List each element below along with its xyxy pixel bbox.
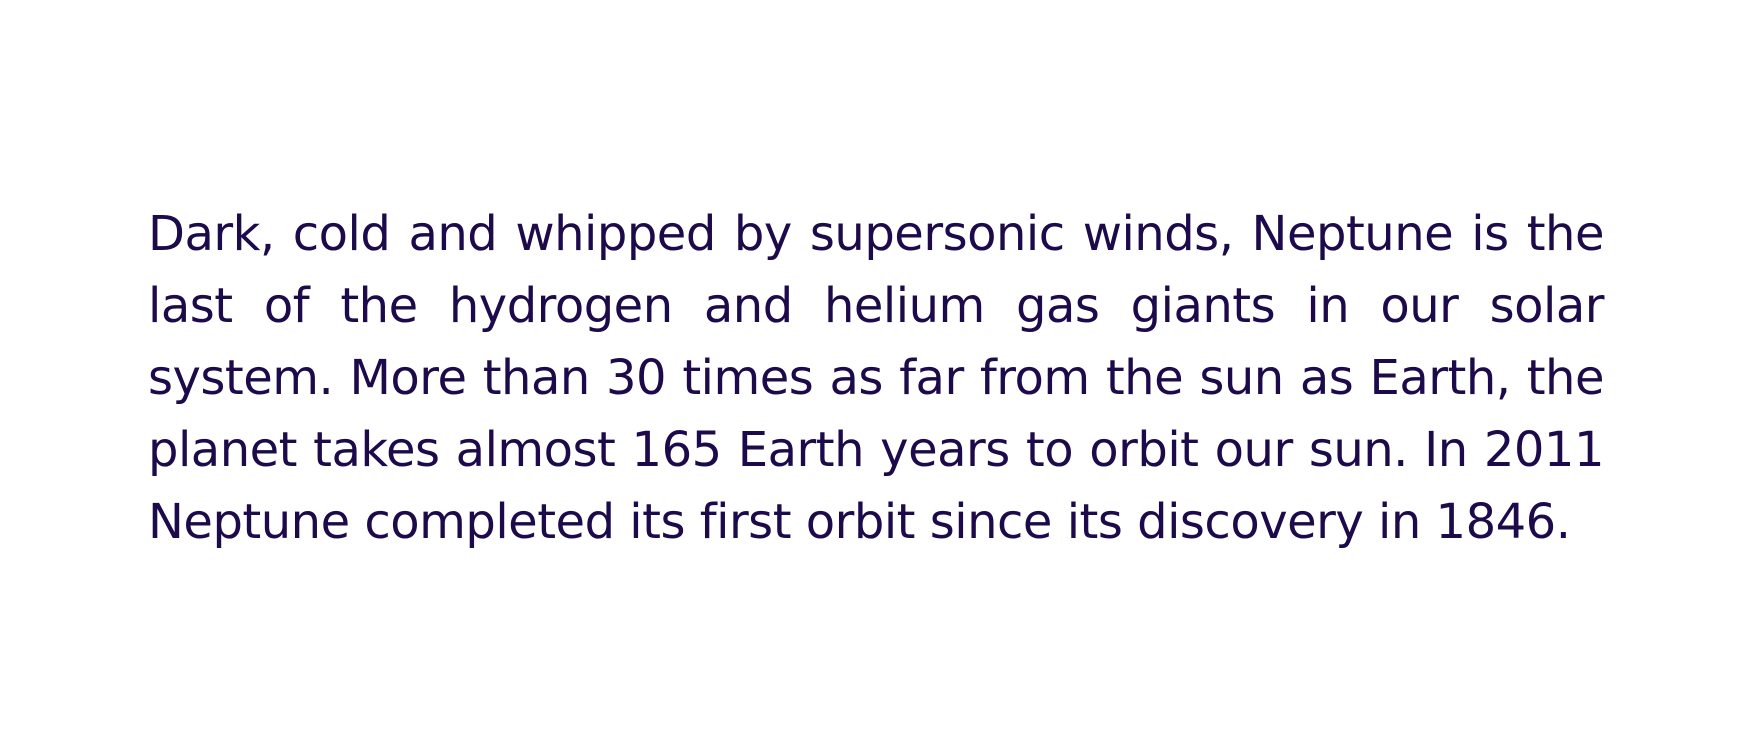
neptune-description-paragraph: Dark, cold and whipped by supersonic win… <box>148 206 1605 550</box>
